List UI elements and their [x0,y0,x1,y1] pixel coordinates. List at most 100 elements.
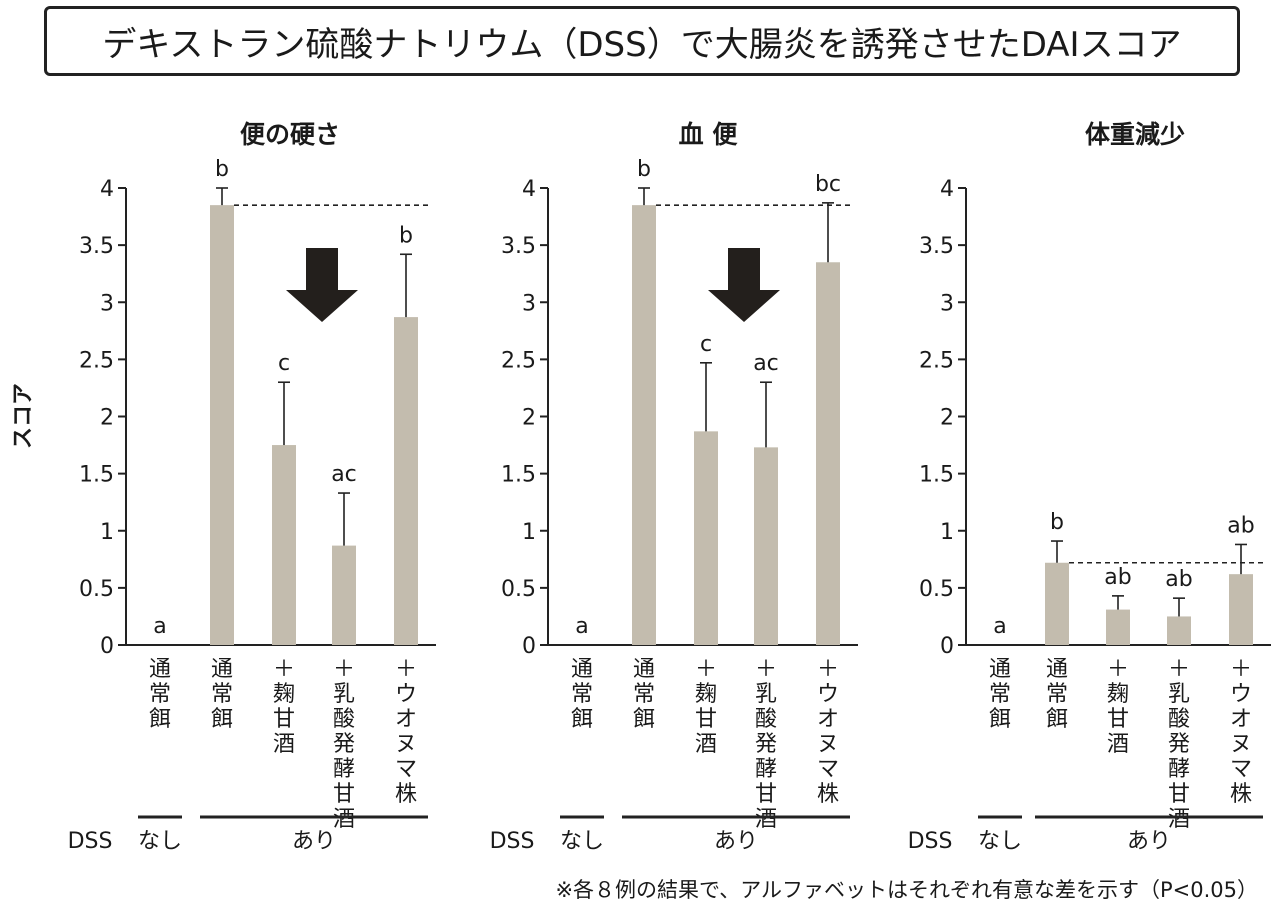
category-label-char: 通 [1046,657,1068,682]
significance-letter: a [993,614,1006,639]
significance-letter: ab [1165,567,1192,592]
category-label-char: 酒 [695,732,717,757]
dss-row-label: DSS [490,829,535,854]
y-tick-label: 0.5 [919,577,954,602]
significance-letter: c [700,332,712,357]
significance-letter: ab [1104,565,1131,590]
chart-main-title: デキストラン硫酸ナトリウム（DSS）で大腸炎を誘発させたDAIスコア [102,24,1182,65]
category-label-char: 酒 [755,807,777,832]
category-label-char: 酸 [1168,707,1190,732]
category-label-char: 餌 [211,707,233,732]
y-tick-label: 4 [940,177,954,202]
significance-letter: b [637,157,651,182]
dss-none-label: なし [978,829,1022,854]
category-label-char: ＋ [695,657,717,682]
bar [1229,574,1253,645]
category-label-char: 甘 [1168,782,1190,807]
category-label-char: 甘 [755,782,777,807]
y-tick-label: 3 [100,291,114,316]
category-label-char: 甘 [273,707,295,732]
category-label-char: 酵 [333,757,355,782]
category-label-char: 酒 [273,732,295,757]
category-label-char: 株 [395,782,417,807]
category-label-char: オ [395,707,417,732]
panel-title: 血 便 [679,120,739,149]
category-label-char: 甘 [333,782,355,807]
category-label-char: 発 [1168,732,1190,757]
decrease-arrow [286,248,358,322]
category-label-char: 通 [211,657,233,682]
bar [332,545,356,645]
y-tick-label: 1.5 [919,463,954,488]
bar [1106,609,1130,645]
y-tick-label: 4 [100,177,114,202]
y-tick-label: 0 [940,634,954,659]
y-tick-label: 2 [522,406,536,431]
y-tick-label: 0 [100,634,114,659]
footnote: ※各８例の結果で、アルファベットはそれぞれ有意な差を示す（P<0.05） [555,878,1258,902]
category-label-char: 常 [571,682,593,707]
dss-yes-label: あり [714,829,758,854]
y-tick-label: 3 [522,291,536,316]
category-label-char: 麹 [1107,682,1129,707]
category-label-char: マ [817,757,839,782]
category-label-char: 酒 [333,807,355,832]
y-tick-label: 3.5 [919,234,954,259]
category-label: 通常餌 [571,657,593,732]
y-tick-label: 0.5 [501,577,536,602]
bar [694,431,718,645]
category-label-char: 乳 [755,682,777,707]
y-tick-label: 2.5 [919,348,954,373]
category-label-char: 常 [211,682,233,707]
category-label-char: 株 [817,782,839,807]
category-label-char: 通 [989,657,1011,682]
category-label-char: ヌ [817,732,839,757]
y-tick-label: 1.5 [501,463,536,488]
category-label-char: ＋ [273,657,295,682]
category-label-char: 酸 [755,707,777,732]
category-label-char: ＋ [395,657,417,682]
y-tick-label: 2 [100,406,114,431]
category-label: 通常餌 [211,657,233,732]
category-label-char: ウ [395,682,417,707]
significance-letter: ac [331,462,357,487]
category-label: ＋麹甘酒 [695,657,717,757]
category-label: ＋麹甘酒 [1107,657,1129,757]
y-tick-label: 3 [940,291,954,316]
significance-letter: a [153,614,166,639]
category-label-char: ＋ [817,657,839,682]
category-label-char: ＋ [1230,657,1252,682]
panel-title: 体重減少 [1085,120,1185,149]
dss-row-label: DSS [68,829,113,854]
category-label-char: 常 [149,682,171,707]
dss-none-label: なし [560,829,604,854]
category-label-char: ウ [817,682,839,707]
category-label: 通常餌 [633,657,655,732]
y-tick-label: 0.5 [79,577,114,602]
category-label-char: ＋ [1168,657,1190,682]
significance-letter: b [399,223,413,248]
category-label: 通常餌 [989,657,1011,732]
y-axis-label: スコア [11,383,36,449]
significance-letter: bc [815,172,841,197]
category-label-char: 餌 [633,707,655,732]
category-label: 通常餌 [149,657,171,732]
y-tick-label: 2.5 [79,348,114,373]
category-label-char: 餌 [989,707,1011,732]
category-label-char: ウ [1230,682,1252,707]
chart-panel-3: 体重減少00.511.522.533.54a通常餌b通常餌ab＋麹甘酒ab＋乳酸… [908,120,1271,854]
category-label-char: マ [1230,757,1252,782]
category-label-char: 常 [989,682,1011,707]
bar [394,317,418,645]
category-label: ＋麹甘酒 [273,657,295,757]
chart-title-box: デキストラン硫酸ナトリウム（DSS）で大腸炎を誘発させたDAIスコア [44,6,1240,76]
decrease-arrow [708,248,780,322]
significance-letter: ac [753,351,779,376]
category-label-char: 発 [755,732,777,757]
chart-panel-1: 便の硬さ00.511.522.533.54a通常餌b通常餌c＋麹甘酒ac＋乳酸発… [68,120,436,854]
dss-yes-label: あり [1127,829,1171,854]
